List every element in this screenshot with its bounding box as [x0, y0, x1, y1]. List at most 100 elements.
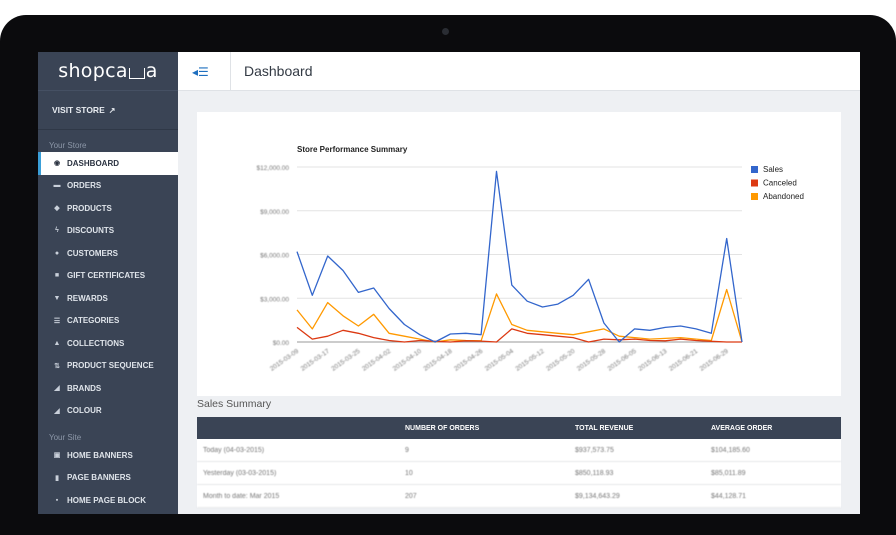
table-cell: $85,011.89 [711, 469, 746, 477]
column-header: NUMBER OF ORDERS [405, 424, 480, 432]
table-cell: $850,118.93 [575, 469, 614, 477]
dashboard-icon: ◉ [53, 160, 61, 168]
y-tick-label: $6,000.00 [260, 253, 289, 260]
table-cell: $104,185.60 [711, 446, 750, 454]
chart-title: Store Performance Summary [297, 145, 408, 154]
table-row: Month to date: Mar 2015 207 $9,134,643.2… [197, 485, 841, 508]
table-cell: $937,573.75 [575, 446, 614, 454]
performance-chart-card: Store Performance Summary $12,000.00 $9,00… [197, 112, 841, 396]
header-divider [230, 52, 231, 90]
column-header: AVERAGE ORDER [711, 424, 773, 432]
sidebar-item-label: CATEGORIES [67, 316, 120, 326]
sidebar-item-customers[interactable]: ● CUSTOMERS [38, 242, 178, 265]
app-screen: shopca a VISIT STORE ↗ Your Store ◉ DASHBO… [38, 52, 860, 514]
sidebar-item-brands[interactable]: ◢ BRANDS [38, 377, 178, 400]
y-tick-label: $9,000.00 [260, 209, 289, 216]
sidebar-item-collections[interactable]: ▲ COLLECTIONS [38, 332, 178, 355]
x-tick-label: 2015-04-02 [361, 348, 393, 373]
sidebar-item-label: HOME PAGE BLOCK [67, 495, 146, 505]
table-row: Yesterday (03-03-2015) 10 $850,118.93 $8… [197, 462, 841, 485]
sidebar-item-label: REWARDS [67, 293, 108, 303]
legend-swatch [751, 166, 758, 173]
sidebar-item-dashboard[interactable]: ◉ DASHBOARD [38, 152, 178, 175]
sidebar-item-label: ORDERS [67, 181, 102, 191]
sidebar-item-label: PAGE BANNERS [67, 473, 131, 483]
x-tick-label: 2015-03-09 [269, 348, 301, 373]
x-tick-label: 2015-06-13 [637, 348, 669, 373]
sidebar-item-label: PRODUCT SEQUENCE [67, 361, 154, 371]
sidebar-item-home-page-block[interactable]: ▪ HOME PAGE BLOCK [38, 489, 178, 512]
sidebar-item-label: COLLECTIONS [67, 338, 125, 348]
table-cell: 207 [405, 492, 417, 500]
page-title: Dashboard [244, 63, 313, 79]
column-header: TOTAL REVENUE [575, 424, 634, 432]
users-icon: ● [54, 249, 60, 257]
series-line-canceled [296, 326, 742, 343]
sidebar: shopca a VISIT STORE ↗ Your Store ◉ DASHBO… [38, 52, 178, 514]
leaf-icon: ◢ [54, 407, 60, 415]
brand-logo[interactable]: shopca a [38, 52, 178, 90]
sidebar-item-rewards[interactable]: ▼ REWARDS [38, 287, 178, 310]
table-cell: 9 [405, 446, 409, 454]
x-tick-label: 2015-05-12 [514, 348, 546, 373]
table-cell: Yesterday (03-03-2015) [203, 469, 277, 477]
performance-chart: Store Performance Summary $12,000.00 $9,00… [256, 145, 804, 373]
file-icon: ▮ [55, 474, 59, 482]
legend-label: Sales [763, 165, 783, 174]
table-cell: Month to date: Mar 2015 [203, 492, 280, 500]
sidebar-item-page-banners[interactable]: ▮ PAGE BANNERS [38, 467, 178, 490]
x-tick-label: 2015-04-18 [422, 348, 454, 373]
sidebar-item-gift-certificates[interactable]: ■ GIFT CERTIFICATES [38, 265, 178, 288]
legend-label: Abandoned [763, 192, 804, 201]
block-icon: ▪ [55, 496, 59, 504]
sidebar-item-discounts[interactable]: ϟ DISCOUNTS [38, 220, 178, 243]
table-cell: $9,134,643.29 [575, 492, 620, 500]
cart-icon: ▬ [53, 182, 61, 190]
leaf-icon: ◢ [54, 385, 60, 393]
series-line-sales [296, 170, 743, 343]
x-tick-label: 2015-06-29 [699, 348, 731, 373]
sidebar-item-product-sequence[interactable]: ⇅ PRODUCT SEQUENCE [38, 355, 178, 378]
gift-icon: ■ [54, 272, 60, 280]
x-tick-label: 2015-04-10 [392, 348, 424, 373]
menu-toggle-icon[interactable]: ◂☰ [192, 65, 209, 79]
x-tick-label: 2015-05-20 [545, 348, 577, 373]
y-tick-label: $12,000.00 [256, 165, 289, 172]
x-tick-label: 2015-06-21 [668, 348, 700, 373]
sidebar-item-categories[interactable]: ☰ CATEGORIES [38, 310, 178, 333]
legend-swatch [751, 179, 758, 187]
logo-text: shopca [58, 60, 128, 82]
logo-text-end: a [145, 60, 158, 82]
sidebar-item-label: PRODUCTS [67, 203, 112, 213]
legend-swatch [751, 193, 758, 200]
table-row: Today (04-03-2015) 9 $937,573.75 $104,18… [197, 439, 841, 462]
sidebar-item-label: DISCOUNTS [67, 226, 115, 236]
sidebar-item-label: HOME BANNERS [67, 450, 133, 460]
x-tick-label: 2015-04-26 [453, 348, 485, 373]
table-cell: $44,128.71 [711, 492, 747, 500]
tags-icon: ◆ [54, 205, 60, 213]
sales-summary-title: Sales Summary [197, 398, 272, 410]
webcam [442, 28, 449, 35]
x-tick-label: 2015-06-05 [606, 348, 638, 373]
sidebar-item-label: BRANDS [67, 383, 102, 393]
sidebar-item-products[interactable]: ◆ PRODUCTS [38, 197, 178, 220]
image-icon: ▣ [53, 452, 61, 460]
y-tick-label: $0.00 [273, 340, 290, 347]
visit-store-link[interactable]: VISIT STORE ↗ [38, 90, 178, 130]
top-bar: ◂☰ Dashboard [178, 52, 860, 91]
section-label-store: Your Store [49, 141, 87, 150]
section-label-site: Your Site [49, 433, 82, 442]
table-cell: 10 [405, 469, 413, 477]
sidebar-item-home-banners[interactable]: ▣ HOME BANNERS [38, 444, 178, 467]
sidebar-item-orders[interactable]: ▬ ORDERS [38, 175, 178, 198]
bolt-icon: ϟ [55, 227, 59, 235]
x-tick-label: 2015-03-25 [330, 348, 362, 373]
list-icon: ☰ [53, 317, 61, 325]
x-tick-label: 2015-05-04 [484, 348, 516, 373]
x-tick-label: 2015-05-28 [576, 348, 608, 373]
sales-summary-table: NUMBER OF ORDERS TOTAL REVENUE AVERAGE O… [197, 417, 841, 508]
sitemap-icon: ▲ [53, 339, 61, 347]
sidebar-item-colour[interactable]: ◢ COLOUR [38, 400, 178, 423]
x-tick-label: 2015-03-17 [300, 348, 332, 373]
